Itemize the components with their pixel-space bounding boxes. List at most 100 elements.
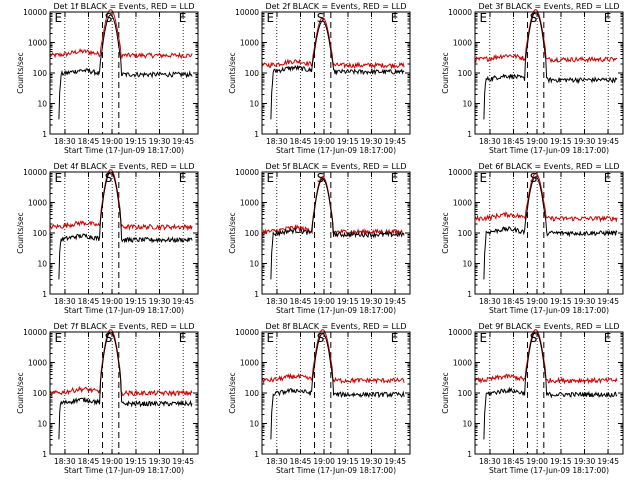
chart-title: Det 2f BLACK = Events, RED = LLD xyxy=(265,2,406,11)
y-tick-label: 1000 xyxy=(28,39,47,48)
x-tick-label: 19:30 xyxy=(361,137,383,146)
x-tick-label: 19:00 xyxy=(526,297,548,306)
x-tick-label: 18:45 xyxy=(78,137,100,146)
y-tick-label: 10000 xyxy=(23,8,47,17)
chart-panel: Det 7f BLACK = Events, RED = LLD 1 10 100 10… xyxy=(16,322,199,475)
x-axis-label: Start Time (17-Jun-09 18:17:00) xyxy=(489,306,609,315)
y-tick-label: 100 xyxy=(245,229,260,238)
y-tick-label: 100 xyxy=(245,389,260,398)
y-tick-label: 1000 xyxy=(453,359,472,368)
y-tick-label: 1 xyxy=(42,290,47,299)
y-tick-label: 10000 xyxy=(23,328,47,337)
x-tick-label: 18:45 xyxy=(290,297,312,306)
x-tick-label: 19:15 xyxy=(125,297,147,306)
chart-title: Det 5f BLACK = Events, RED = LLD xyxy=(265,162,406,171)
x-tick-label: 19:00 xyxy=(313,297,335,306)
y-tick-label: 100 xyxy=(458,69,473,78)
x-axis-label: Start Time (17-Jun-09 18:17:00) xyxy=(276,306,396,315)
x-tick-label: 19:30 xyxy=(149,137,171,146)
y-tick-label: 10 xyxy=(249,100,259,109)
x-tick-label: 19:45 xyxy=(172,457,194,466)
y-tick-label: 10000 xyxy=(235,168,259,177)
x-axis-label: Start Time (17-Jun-09 18:17:00) xyxy=(276,146,396,155)
plot-frame xyxy=(474,171,624,295)
x-axis-label: Start Time (17-Jun-09 18:17:00) xyxy=(276,466,396,475)
x-tick-label: 19:30 xyxy=(149,297,171,306)
x-axis-label: Start Time (17-Jun-09 18:17:00) xyxy=(489,146,609,155)
phase-marker-label: E xyxy=(391,171,399,185)
phase-marker-label: E xyxy=(266,11,274,25)
x-tick-label: 18:45 xyxy=(503,297,525,306)
x-tick-label: 18:30 xyxy=(266,297,288,306)
y-tick-label: 10 xyxy=(249,420,259,429)
y-tick-label: 1 xyxy=(467,450,472,459)
phase-marker-label: E xyxy=(266,331,274,345)
x-tick-label: 19:30 xyxy=(361,297,383,306)
phase-marker-label: S xyxy=(105,331,113,345)
y-tick-label: 10000 xyxy=(448,328,472,337)
x-tick-label: 18:45 xyxy=(503,137,525,146)
x-tick-label: 19:30 xyxy=(574,457,596,466)
y-axis-label: Counts/sec xyxy=(16,212,25,253)
plot-frame xyxy=(474,331,624,455)
y-tick-label: 10000 xyxy=(235,328,259,337)
x-tick-label: 18:45 xyxy=(78,457,100,466)
x-tick-label: 18:30 xyxy=(479,297,501,306)
plot-frame xyxy=(49,171,199,295)
y-tick-label: 1000 xyxy=(240,199,259,208)
chart-panel: Det 3f BLACK = Events, RED = LLD 1 10 100 10… xyxy=(441,2,624,155)
x-tick-label: 19:45 xyxy=(172,297,194,306)
plot-frame xyxy=(49,331,199,455)
phase-marker-label: E xyxy=(54,331,62,345)
chart-panel: Det 9f BLACK = Events, RED = LLD 1 10 100 10… xyxy=(441,322,624,475)
x-tick-label: 19:45 xyxy=(384,297,406,306)
x-tick-label: 19:30 xyxy=(361,457,383,466)
chart-panel: Det 6f BLACK = Events, RED = LLD 1 10 100 10… xyxy=(441,162,624,315)
y-tick-label: 1000 xyxy=(240,39,259,48)
x-tick-label: 18:45 xyxy=(503,457,525,466)
events-series-line xyxy=(270,178,405,280)
x-tick-label: 18:30 xyxy=(479,457,501,466)
phase-marker-label: S xyxy=(317,331,325,345)
x-tick-label: 19:00 xyxy=(526,137,548,146)
events-series-line xyxy=(270,20,405,120)
y-tick-label: 100 xyxy=(33,229,48,238)
chart-panel: Det 2f BLACK = Events, RED = LLD 1 10 100 10… xyxy=(228,2,411,155)
events-series-line xyxy=(483,11,618,120)
y-tick-label: 10000 xyxy=(23,168,47,177)
plot-frame xyxy=(261,331,411,455)
y-tick-label: 1 xyxy=(254,450,259,459)
y-axis-label: Counts/sec xyxy=(441,372,450,413)
y-tick-label: 100 xyxy=(33,389,48,398)
x-tick-label: 18:30 xyxy=(54,297,76,306)
lld-series-line xyxy=(261,17,405,70)
x-tick-label: 19:45 xyxy=(597,457,619,466)
chart-title: Det 4f BLACK = Events, RED = LLD xyxy=(53,162,194,171)
phase-marker-label: E xyxy=(54,171,62,185)
x-tick-label: 19:15 xyxy=(337,457,359,466)
plot-frame xyxy=(261,171,411,295)
phase-marker-label: E xyxy=(604,171,612,185)
x-tick-label: 19:45 xyxy=(597,137,619,146)
phase-marker-label: E xyxy=(479,171,487,185)
plot-frame xyxy=(261,11,411,135)
x-tick-label: 18:30 xyxy=(54,137,76,146)
phase-marker-label: E xyxy=(479,11,487,25)
y-axis-label: Counts/sec xyxy=(228,212,237,253)
x-tick-label: 19:15 xyxy=(550,137,572,146)
phase-marker-label: S xyxy=(317,11,325,25)
x-tick-label: 19:00 xyxy=(101,137,123,146)
chart-panel: Det 1f BLACK = Events, RED = LLD 1 10 100 10… xyxy=(16,2,199,155)
phase-marker-label: E xyxy=(391,11,399,25)
y-tick-label: 100 xyxy=(458,229,473,238)
events-series-line xyxy=(58,331,193,440)
chart-title: Det 3f BLACK = Events, RED = LLD xyxy=(478,2,619,11)
y-tick-label: 10 xyxy=(37,260,47,269)
events-series-line xyxy=(58,14,193,120)
phase-marker-label: S xyxy=(530,331,538,345)
y-axis-label: Counts/sec xyxy=(228,52,237,93)
x-tick-label: 19:30 xyxy=(149,457,171,466)
x-tick-label: 18:30 xyxy=(479,137,501,146)
x-tick-label: 19:00 xyxy=(101,297,123,306)
x-axis-label: Start Time (17-Jun-09 18:17:00) xyxy=(489,466,609,475)
